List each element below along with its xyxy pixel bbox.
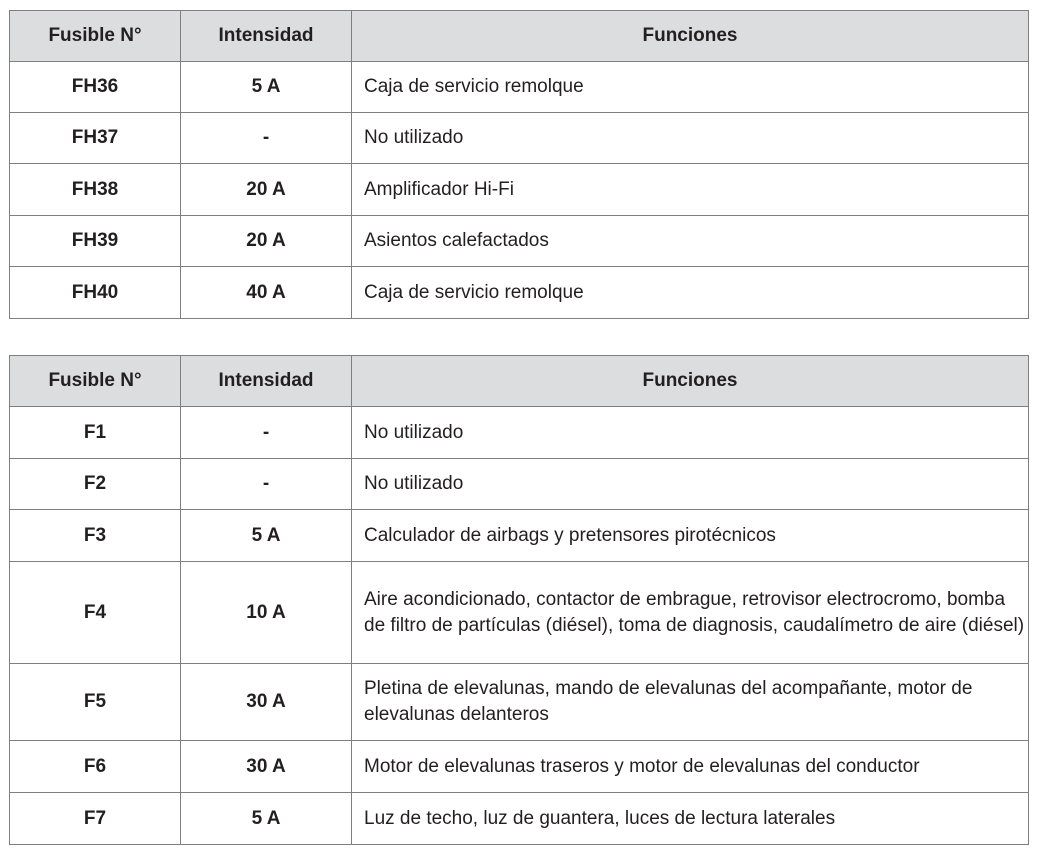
fuse-number: F5 (9, 663, 181, 741)
fuse-number: FH40 (9, 266, 181, 319)
fuse-number: FH39 (9, 215, 181, 267)
amperage: 5 A (180, 509, 352, 562)
header-amp: Intensidad (180, 355, 352, 407)
fuse-number: F2 (9, 458, 181, 510)
amperage: - (180, 112, 352, 164)
table-header-row: Fusible N° Intensidad Funciones (9, 355, 1029, 407)
function-description: No utilizado (351, 458, 1029, 510)
function-description: Amplificador Hi-Fi (351, 163, 1029, 216)
table-row: FH37- No utilizado (9, 112, 1029, 164)
fuse-number: F7 (9, 792, 181, 845)
amperage: 10 A (180, 561, 352, 664)
function-description: No utilizado (351, 406, 1029, 459)
function-description: Motor de elevalunas traseros y motor de … (351, 740, 1029, 793)
table-row: FH36 5 A Caja de servicio remolque (9, 61, 1029, 113)
table-row: F7 5 A Luz de techo, luz de guantera, luce… (9, 792, 1029, 845)
amperage: 20 A (180, 215, 352, 267)
header-func: Funciones (351, 10, 1029, 62)
amperage: 30 A (180, 663, 352, 741)
table-row: F2- No utilizado (9, 458, 1029, 510)
function-description: Asientos calefactados (351, 215, 1029, 267)
table-row: F4 10 A Aire acondicionado, contactor de e… (9, 561, 1029, 664)
fuse-number: FH37 (9, 112, 181, 164)
function-description: Aire acondicionado, contactor de embragu… (351, 561, 1029, 664)
fuse-number: FH38 (9, 163, 181, 216)
fuse-table-f: Fusible N° Intensidad Funciones F1- No ut… (9, 355, 1029, 845)
table-row: F3 5 A Calculador de airbags y pretensores… (9, 509, 1029, 562)
amperage: 40 A (180, 266, 352, 319)
header-fuse: Fusible N° (9, 355, 181, 407)
fuse-number: F4 (9, 561, 181, 664)
table-row: F6 30 A Motor de elevalunas traseros y mot… (9, 740, 1029, 793)
table-header-row: Fusible N° Intensidad Funciones (9, 10, 1029, 62)
amperage: 20 A (180, 163, 352, 216)
header-fuse: Fusible N° (9, 10, 181, 62)
header-amp: Intensidad (180, 10, 352, 62)
fuse-number: F6 (9, 740, 181, 793)
function-description: Luz de techo, luz de guantera, luces de … (351, 792, 1029, 845)
fuse-number: FH36 (9, 61, 181, 113)
table-row: FH40 40 A Caja de servicio remolque (9, 266, 1029, 319)
function-description: Pletina de elevalunas, mando de elevalun… (351, 663, 1029, 741)
table-row: FH39 20 A Asientos calefactados (9, 215, 1029, 267)
header-func: Funciones (351, 355, 1029, 407)
fuse-number: F1 (9, 406, 181, 459)
amperage: - (180, 406, 352, 459)
amperage: - (180, 458, 352, 510)
amperage: 5 A (180, 792, 352, 845)
table-row: F5 30 A Pletina de elevalunas, mando de el… (9, 663, 1029, 741)
table-row: F1- No utilizado (9, 406, 1029, 459)
function-description: Caja de servicio remolque (351, 266, 1029, 319)
function-description: No utilizado (351, 112, 1029, 164)
function-description: Calculador de airbags y pretensores piro… (351, 509, 1029, 562)
amperage: 30 A (180, 740, 352, 793)
amperage: 5 A (180, 61, 352, 113)
table-row: FH38 20 A Amplificador Hi-Fi (9, 163, 1029, 216)
function-description: Caja de servicio remolque (351, 61, 1029, 113)
fuse-number: F3 (9, 509, 181, 562)
